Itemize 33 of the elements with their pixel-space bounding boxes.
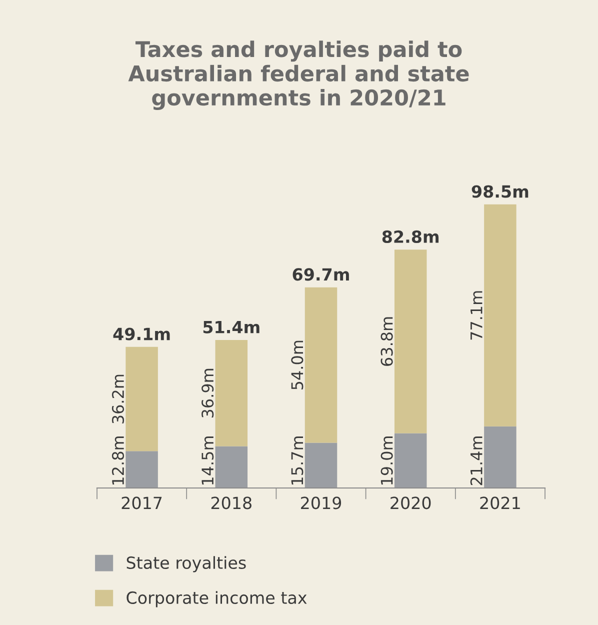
x-tick-label: 2017 <box>122 496 162 510</box>
data-label: 54.0m <box>291 340 304 390</box>
legend-label: Corporate income tax <box>126 591 307 608</box>
bar <box>484 204 516 426</box>
total-label: 98.5m <box>472 185 528 198</box>
bar <box>394 250 427 434</box>
legend-label: State royalties <box>126 556 246 572</box>
data-label: 36.2m <box>112 374 124 424</box>
bar <box>126 451 158 488</box>
bar <box>304 442 338 488</box>
data-label: 15.7m <box>291 436 304 485</box>
data-label: 19.0m <box>380 436 393 485</box>
x-tick-label: 2019 <box>301 496 342 510</box>
data-label: 63.8m <box>380 317 393 366</box>
total-label: 82.8m <box>382 230 439 243</box>
bar <box>394 433 427 488</box>
data-label: 36.9m <box>202 368 214 418</box>
x-tick-label: 2021 <box>480 496 520 510</box>
bar <box>215 446 248 488</box>
total-label: 51.4m <box>203 321 260 334</box>
bar <box>304 287 338 443</box>
x-tick-label: 2020 <box>390 496 431 510</box>
total-label: 69.7m <box>292 268 349 281</box>
bar <box>126 346 158 452</box>
total-label: 49.1m <box>113 328 170 340</box>
x-tick-label: 2018 <box>211 496 252 510</box>
bar <box>484 426 516 488</box>
data-label: 14.5m <box>202 436 214 485</box>
chart-title: Taxes and royalties paid to Australian federal and state governments in 2020/21 <box>128 40 469 110</box>
bar <box>215 340 248 446</box>
data-label: 21.4m <box>470 436 482 486</box>
data-label: 12.8m <box>112 436 124 485</box>
data-label: 77.1m <box>470 291 482 340</box>
